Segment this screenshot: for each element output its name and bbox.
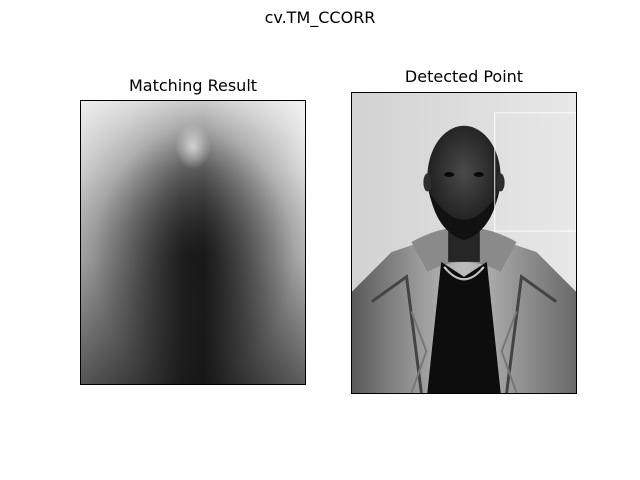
figure-suptitle: cv.TM_CCORR [264, 8, 376, 27]
matching-result-image [80, 100, 306, 385]
detected-point-title: Detected Point [404, 67, 524, 86]
detected-point-image [351, 92, 577, 394]
matching-result-heatmap [81, 101, 305, 384]
matching-result-title: Matching Result [128, 76, 258, 95]
detected-match-rectangle [494, 112, 576, 232]
portrait-photo [352, 93, 576, 393]
